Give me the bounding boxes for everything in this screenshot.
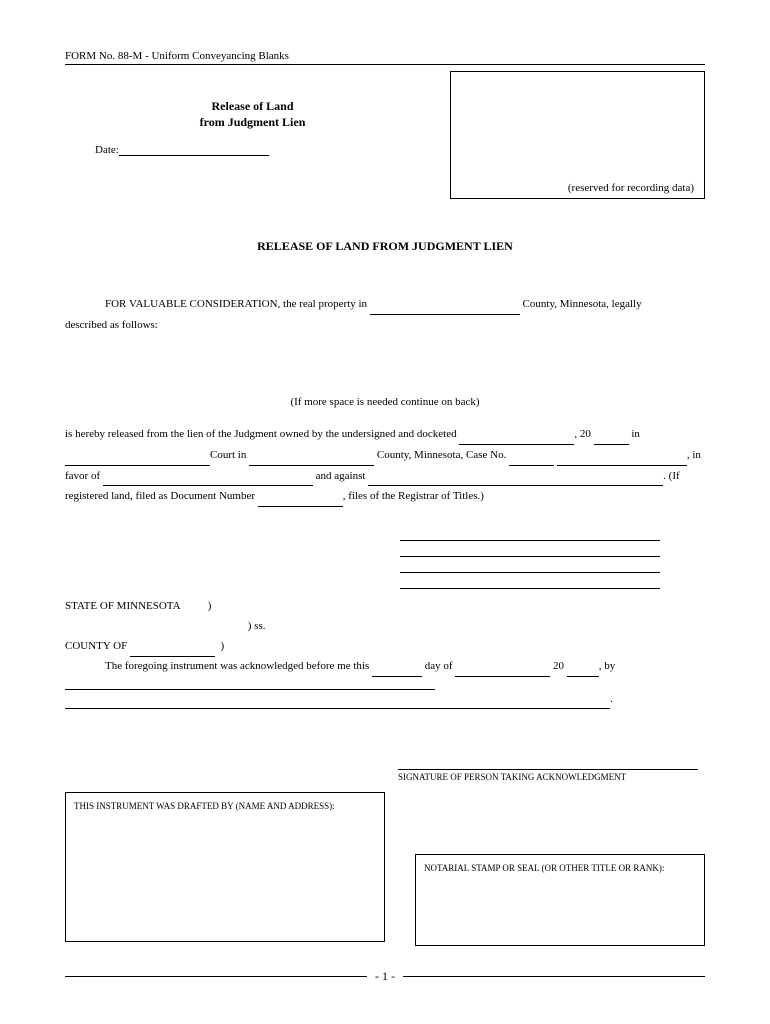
brace-1: )	[208, 600, 212, 612]
year-blank-1[interactable]	[594, 434, 629, 445]
favor-blank[interactable]	[103, 475, 313, 486]
p1c: described as follows:	[65, 315, 705, 336]
p2f: , in	[687, 449, 701, 461]
body-para1: FOR VALUABLE CONSIDERATION, the real pro…	[65, 294, 705, 336]
date-line: Date:	[95, 144, 450, 156]
against-blank[interactable]	[368, 475, 663, 486]
state-label: STATE OF MINNESOTA	[65, 597, 205, 617]
continue-note: (If more space is needed continue on bac…	[65, 396, 705, 408]
p2j: registered land, filed as Document Numbe…	[65, 490, 258, 502]
ack-d: , by	[599, 660, 616, 672]
top-left: Release of Land from Judgment Lien Date:	[65, 71, 450, 199]
ack-a: The foregoing instrument was acknowledge…	[105, 660, 372, 672]
p1a: FOR VALUABLE CONSIDERATION, the real pro…	[105, 298, 370, 310]
ack-line-2[interactable]	[65, 696, 610, 709]
county-blank-2[interactable]	[249, 455, 374, 466]
sig-line-1[interactable]	[400, 527, 660, 541]
form-header: FORM No. 88-M - Uniform Conveyancing Bla…	[65, 50, 705, 65]
notary-seal-label: NOTARIAL STAMP OR SEAL (OR OTHER TITLE O…	[424, 863, 664, 873]
footer-rule-right	[403, 976, 705, 977]
ack-period: .	[610, 690, 613, 710]
docket-blank[interactable]	[459, 434, 574, 445]
subtitle-line2: from Judgment Lien	[95, 115, 410, 131]
doc-subtitle: Release of Land from Judgment Lien	[95, 99, 410, 130]
page-number: - 1 -	[373, 969, 397, 984]
ack-line-1[interactable]	[65, 677, 435, 690]
county-label: COUNTY OF	[65, 640, 130, 652]
notary-seal-box: NOTARIAL STAMP OR SEAL (OR OTHER TITLE O…	[415, 854, 705, 946]
footer-rule-left	[65, 976, 367, 977]
top-section: Release of Land from Judgment Lien Date:…	[65, 71, 705, 199]
notary-block: STATE OF MINNESOTA ) ) ss. COUNTY OF ) T…	[65, 597, 705, 709]
ack-signature-line[interactable]	[398, 757, 698, 770]
p2d: Court in	[210, 449, 249, 461]
month-blank[interactable]	[455, 666, 550, 677]
p2c: in	[629, 428, 640, 440]
date-blank[interactable]	[119, 155, 269, 156]
p2i: . (If	[663, 470, 680, 482]
year-blank-2[interactable]	[567, 666, 599, 677]
brace-2: )	[221, 640, 225, 652]
ss-label: ) ss.	[248, 620, 266, 632]
bottom-boxes: THIS INSTRUMENT WAS DRAFTED BY (NAME AND…	[65, 792, 705, 946]
p2e: County, Minnesota, Case No.	[374, 449, 509, 461]
main-title: RELEASE OF LAND FROM JUDGMENT LIEN	[65, 239, 705, 254]
ack-signature-label: SIGNATURE OF PERSON TAKING ACKNOWLEDGMEN…	[398, 772, 705, 782]
recording-box: (reserved for recording data)	[450, 71, 705, 199]
notary-column: NOTARIAL STAMP OR SEAL (OR OTHER TITLE O…	[415, 792, 705, 946]
p2g: favor of	[65, 470, 103, 482]
docnum-blank[interactable]	[258, 496, 343, 507]
signature-lines	[400, 527, 705, 589]
drafted-by-box: THIS INSTRUMENT WAS DRAFTED BY (NAME AND…	[65, 792, 385, 942]
court-blank[interactable]	[65, 455, 210, 466]
p2k: , files of the Registrar of Titles.)	[343, 490, 484, 502]
county-blank-3[interactable]	[130, 646, 215, 657]
recording-label: (reserved for recording data)	[568, 182, 694, 194]
ack-b: day of	[422, 660, 455, 672]
date-label: Date:	[95, 144, 119, 156]
p1b: County, Minnesota, legally	[520, 298, 642, 310]
ack-c: 20	[550, 660, 567, 672]
page-footer: - 1 -	[65, 969, 705, 984]
p2h: and against	[313, 470, 368, 482]
subtitle-line1: Release of Land	[95, 99, 410, 115]
case-blank-1[interactable]	[509, 455, 554, 466]
sig-line-2[interactable]	[400, 543, 660, 557]
day-blank[interactable]	[372, 666, 422, 677]
sig-line-4[interactable]	[400, 575, 660, 589]
county-blank-1[interactable]	[370, 304, 520, 315]
drafted-by-label: THIS INSTRUMENT WAS DRAFTED BY (NAME AND…	[74, 801, 335, 811]
sig-line-3[interactable]	[400, 559, 660, 573]
case-blank-2[interactable]	[557, 455, 687, 466]
form-number: FORM No. 88-M - Uniform Conveyancing Bla…	[65, 50, 289, 62]
body-para2: is hereby released from the lien of the …	[65, 424, 705, 508]
p2a: is hereby released from the lien of the …	[65, 428, 459, 440]
p2b: , 20	[574, 428, 593, 440]
